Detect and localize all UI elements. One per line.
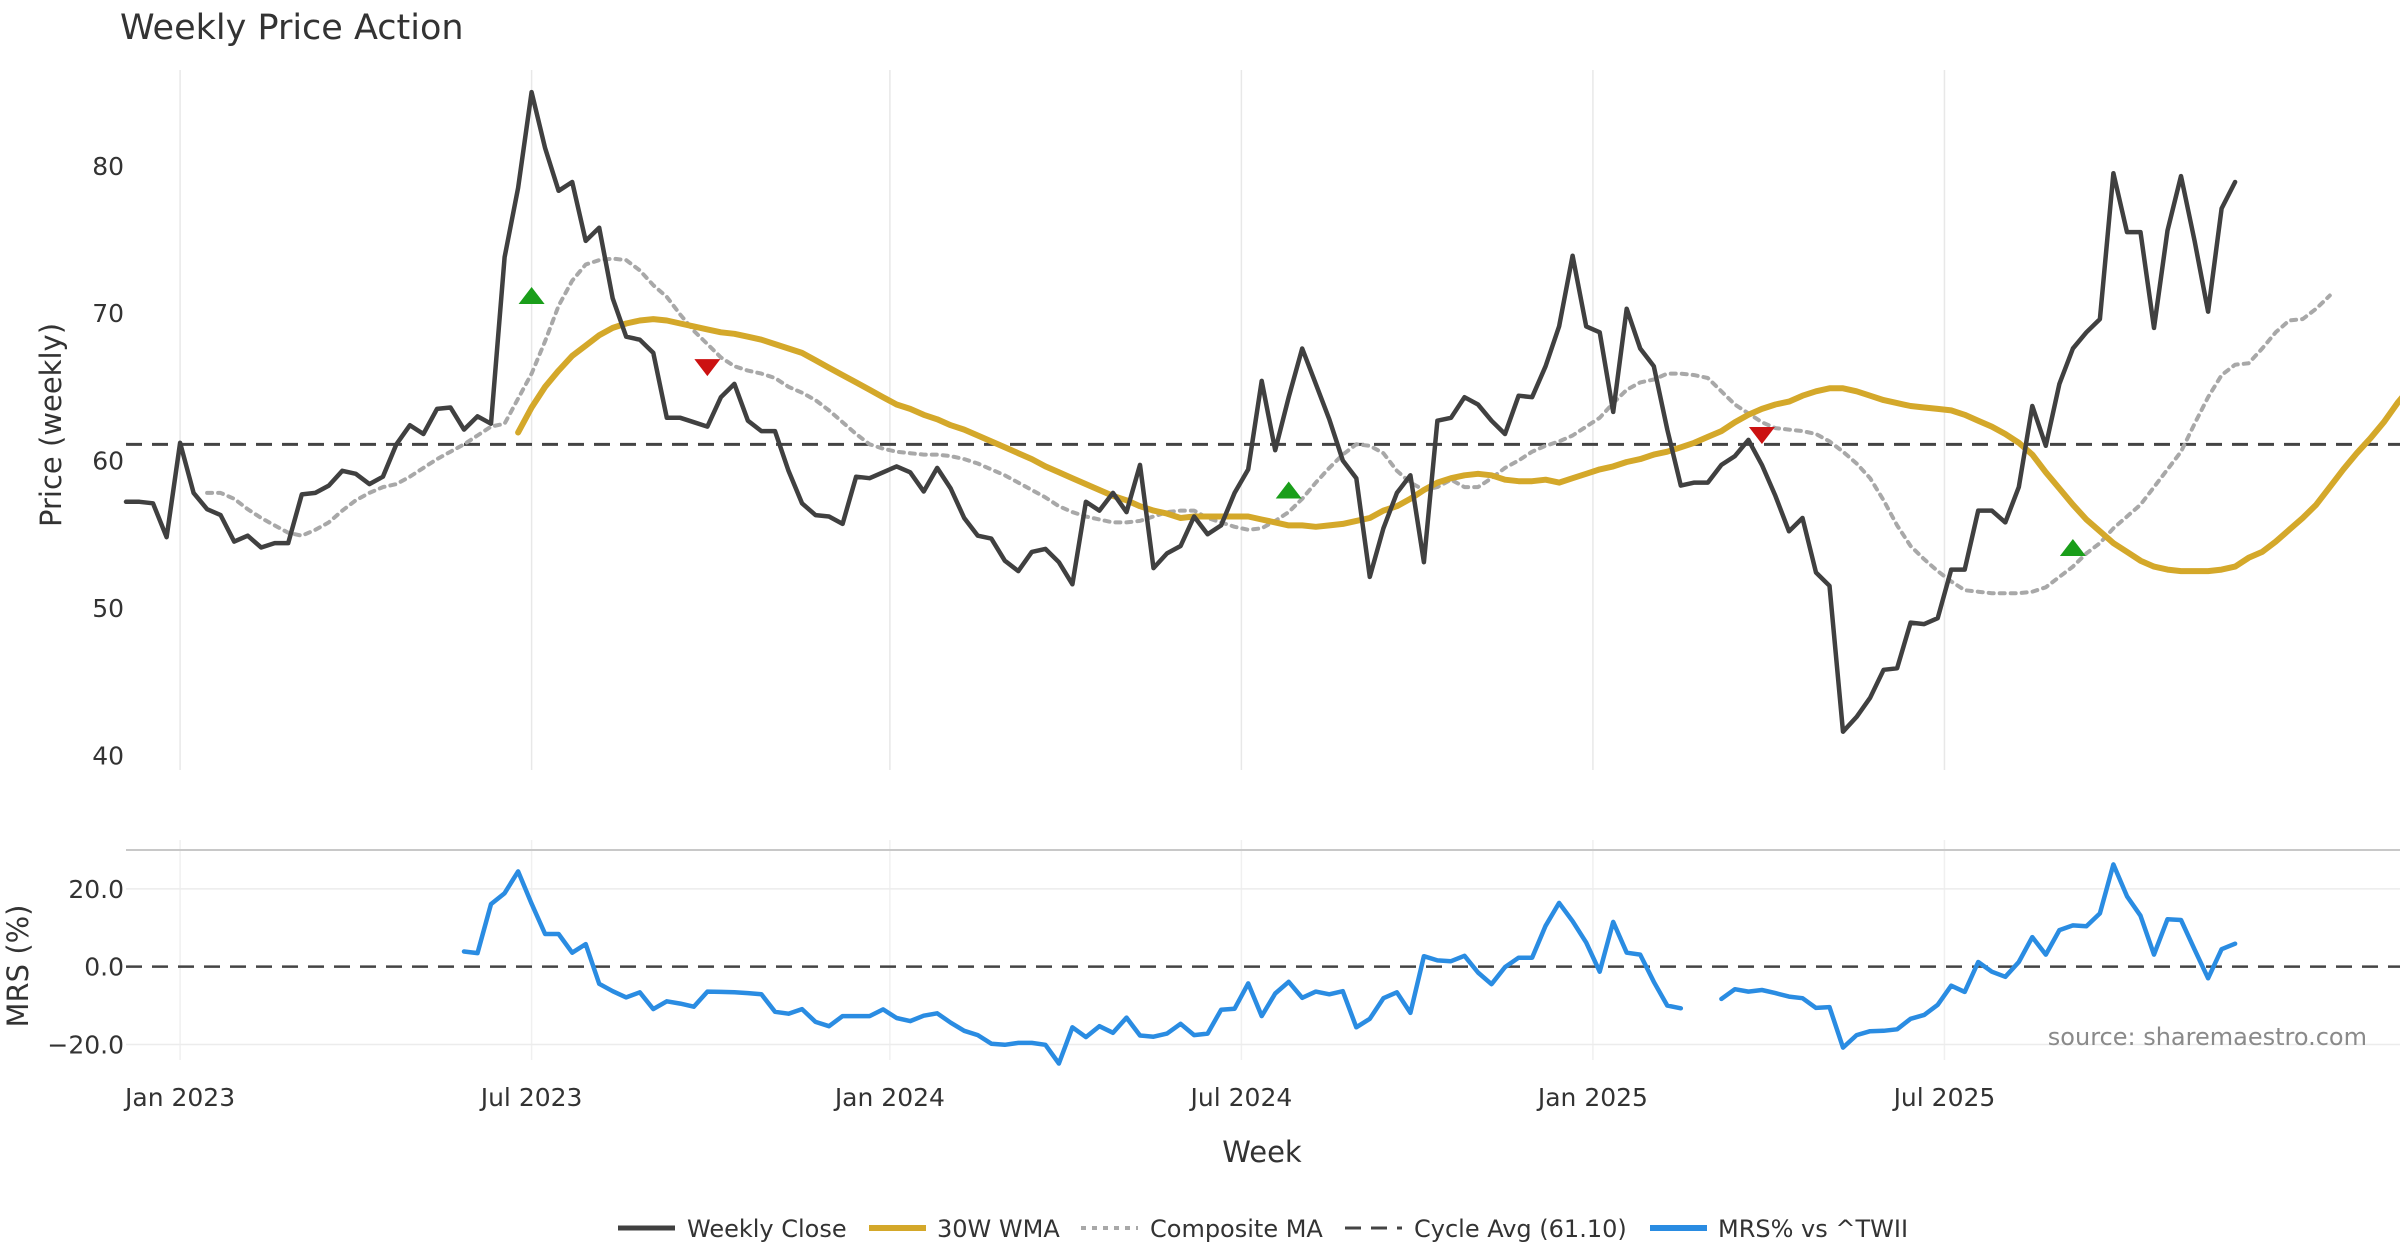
x-tick-3: Jul 2024: [1189, 1083, 1293, 1112]
buy-signal-4: [2059, 538, 2086, 556]
x-tick-0: Jan 2023: [123, 1083, 235, 1112]
chart-title: Weekly Price Action: [120, 8, 464, 48]
mrs-panel: 20.0 0.0 −20.0: [47, 849, 2400, 1066]
buy-signal-2: [1275, 481, 1302, 499]
x-axis-label: Week: [1222, 1135, 1302, 1169]
price-y-tick-80: 80: [92, 152, 124, 181]
x-tick-4: Jan 2025: [1536, 1083, 1648, 1112]
price-y-tick-70: 70: [92, 299, 124, 328]
weekly-close-line: [123, 89, 2238, 734]
price-panel: 40 50 60 70 80: [92, 89, 2400, 770]
mrs-line: [461, 862, 2238, 1066]
legend-label-weekly-close: Weekly Close: [687, 1215, 847, 1243]
legend-label-composite-ma: Composite MA: [1150, 1215, 1323, 1243]
price-y-axis-label: Price (weekly): [34, 323, 68, 527]
wma-30w-line: [515, 316, 2400, 575]
composite-ma-line: [205, 256, 2332, 596]
legend-label-cycle-avg: Cycle Avg (61.10): [1414, 1215, 1627, 1243]
mrs-y-tick-0: 20.0: [68, 875, 124, 904]
x-tick-1: Jul 2023: [479, 1083, 583, 1112]
x-axis-ticks: Jan 2023 Jul 2023 Jan 2024 Jul 2024 Jan 2025…: [123, 1083, 1995, 1112]
sell-signal-1: [694, 359, 721, 377]
price-y-tick-40: 40: [92, 741, 124, 770]
buy-signal-0: [518, 286, 545, 304]
mrs-y-tick-1: 0.0: [84, 953, 124, 982]
sell-signal-3: [1748, 426, 1775, 444]
legend: Weekly Close 30W WMA Composite MA Cycle Avg…: [618, 1215, 1908, 1243]
x-tick-5: Jul 2025: [1892, 1083, 1996, 1112]
mrs-y-tick-2: −20.0: [47, 1030, 124, 1059]
price-y-tick-60: 60: [92, 447, 124, 476]
x-tick-2: Jan 2024: [833, 1083, 945, 1112]
legend-label-wma-30w: 30W WMA: [937, 1215, 1060, 1243]
mrs-y-axis-label: MRS (%): [1, 905, 35, 1028]
price-y-tick-50: 50: [92, 594, 124, 623]
legend-label-mrs: MRS% vs ^TWII: [1718, 1215, 1908, 1243]
source-note: source: sharemaestro.com: [2048, 1023, 2367, 1051]
